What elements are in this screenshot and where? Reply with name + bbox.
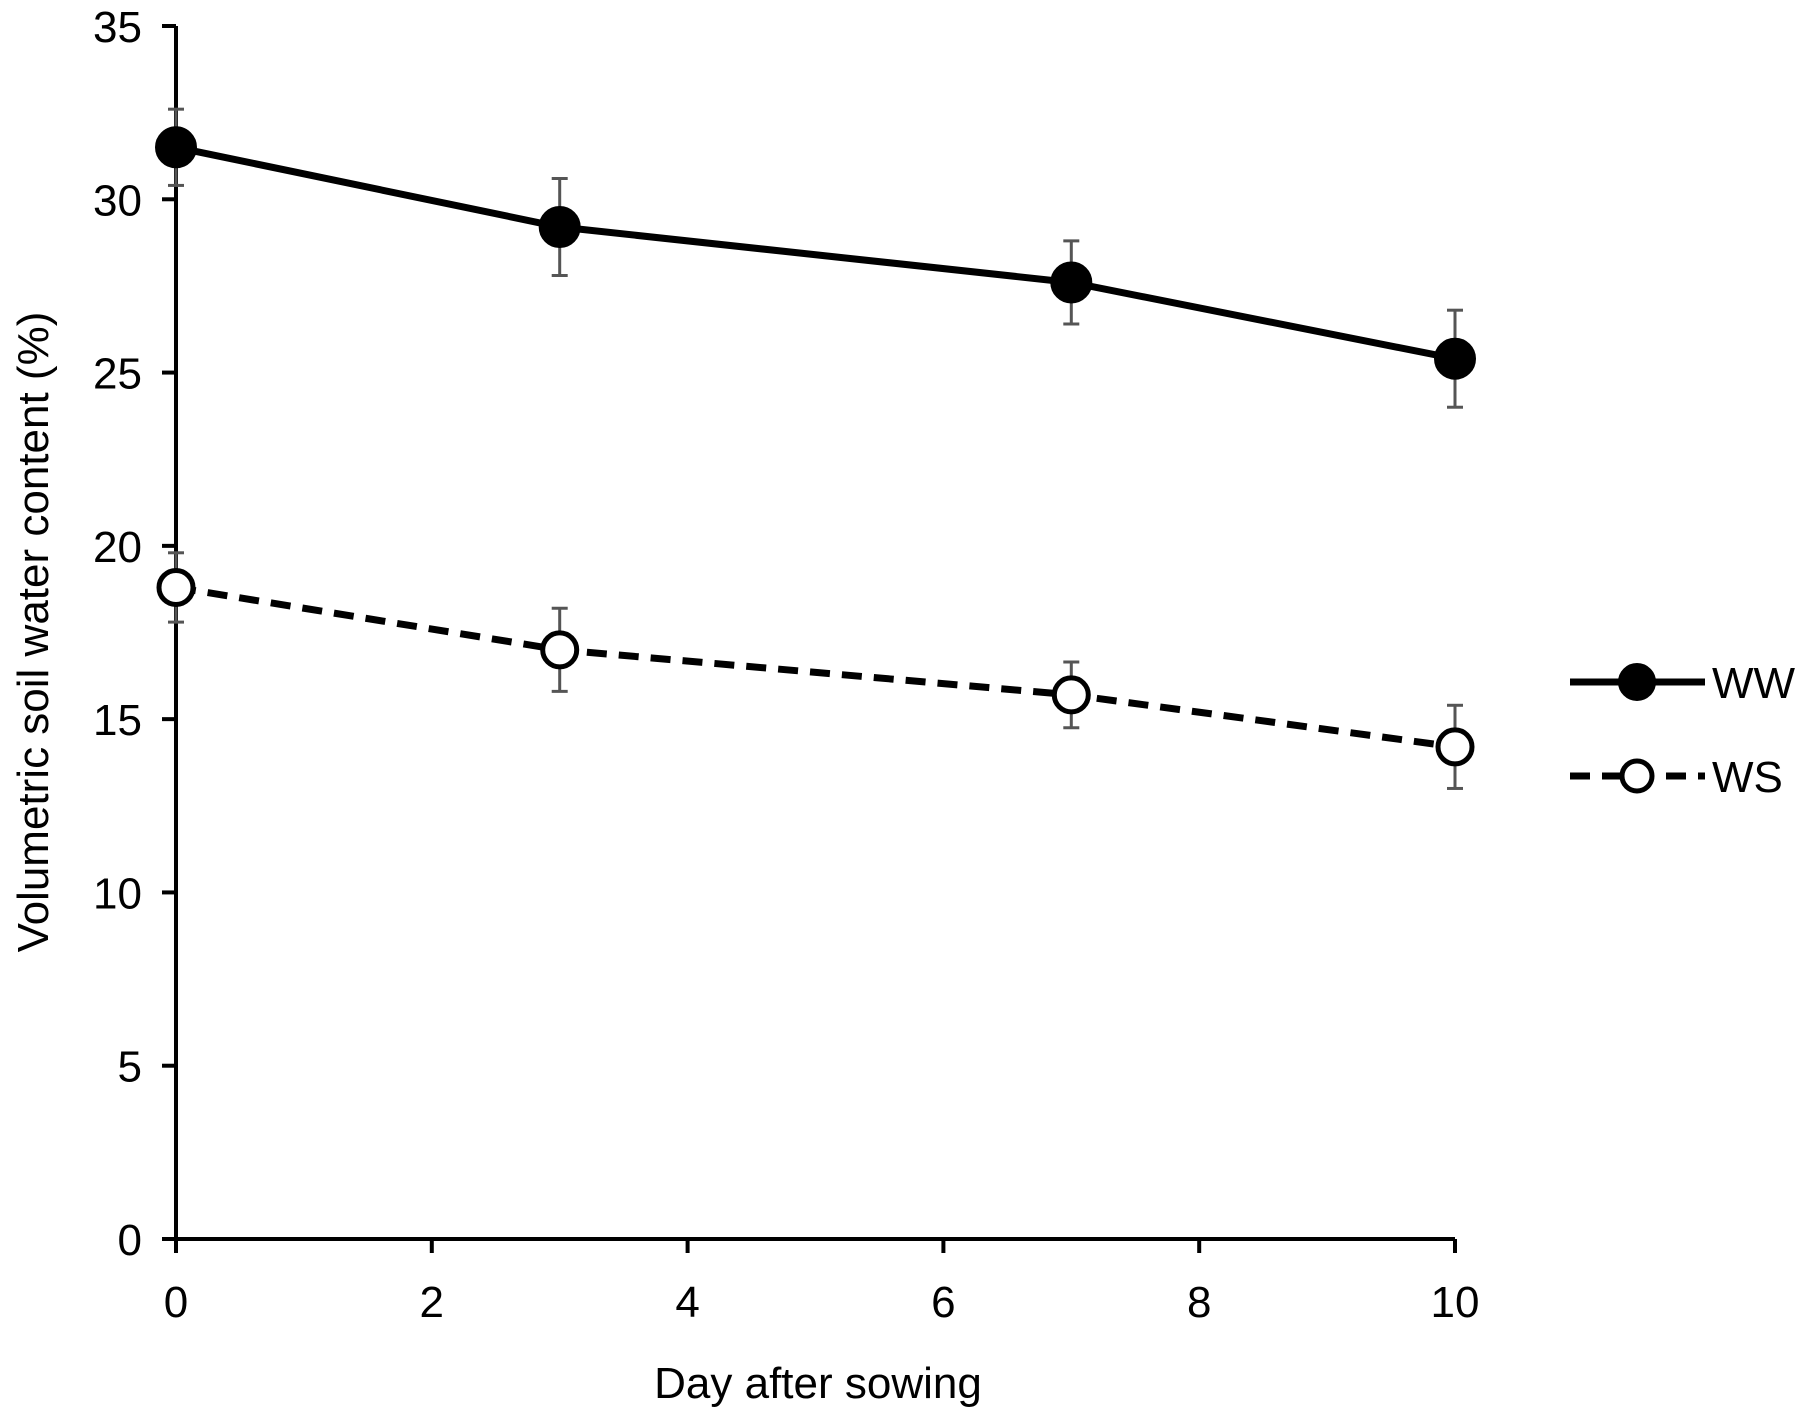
legend-marker [1619,758,1655,794]
data-point [538,206,581,249]
data-point [156,567,196,607]
y-tick-label: 25 [93,350,142,399]
x-tick-label: 10 [1431,1278,1480,1327]
legend: WW WS [1570,659,1796,802]
series-line [175,143,1456,363]
y-tick-label: 5 [118,1043,142,1092]
legend-item-ws: WS [1570,753,1783,802]
legend-label: WS [1712,753,1783,802]
data-point [1435,727,1475,767]
y-tick-label: 20 [93,523,142,572]
legend-label: WW [1712,659,1796,708]
ticks: 0 5 10 15 20 25 30 35 0 2 4 6 8 10 [93,3,1479,1327]
series-ws [156,551,1475,790]
y-tick-label: 10 [93,869,142,918]
x-tick-label: 6 [931,1278,955,1327]
series-line [175,583,1456,751]
x-tick-label: 0 [164,1278,188,1327]
axes [174,26,1455,1241]
x-axis-label: Day after sowing [654,1359,982,1408]
data-point [155,126,197,169]
y-tick-label: 0 [118,1216,142,1265]
data-point [540,630,580,670]
x-tick-label: 4 [675,1278,699,1327]
y-tick-label: 30 [93,176,142,225]
x-tick-label: 2 [420,1278,444,1327]
series-layer [155,107,1476,790]
y-axis-label: Volumetric soil water content (%) [9,312,58,953]
data-point [1051,675,1091,715]
x-tick-label: 8 [1187,1278,1211,1327]
data-point [1434,337,1476,380]
legend-item-ww: WW [1570,659,1796,708]
data-point [1050,261,1093,304]
series-ww [155,107,1476,409]
legend-marker [1618,663,1656,701]
y-tick-label: 15 [93,696,142,745]
y-tick-label: 35 [93,3,142,52]
